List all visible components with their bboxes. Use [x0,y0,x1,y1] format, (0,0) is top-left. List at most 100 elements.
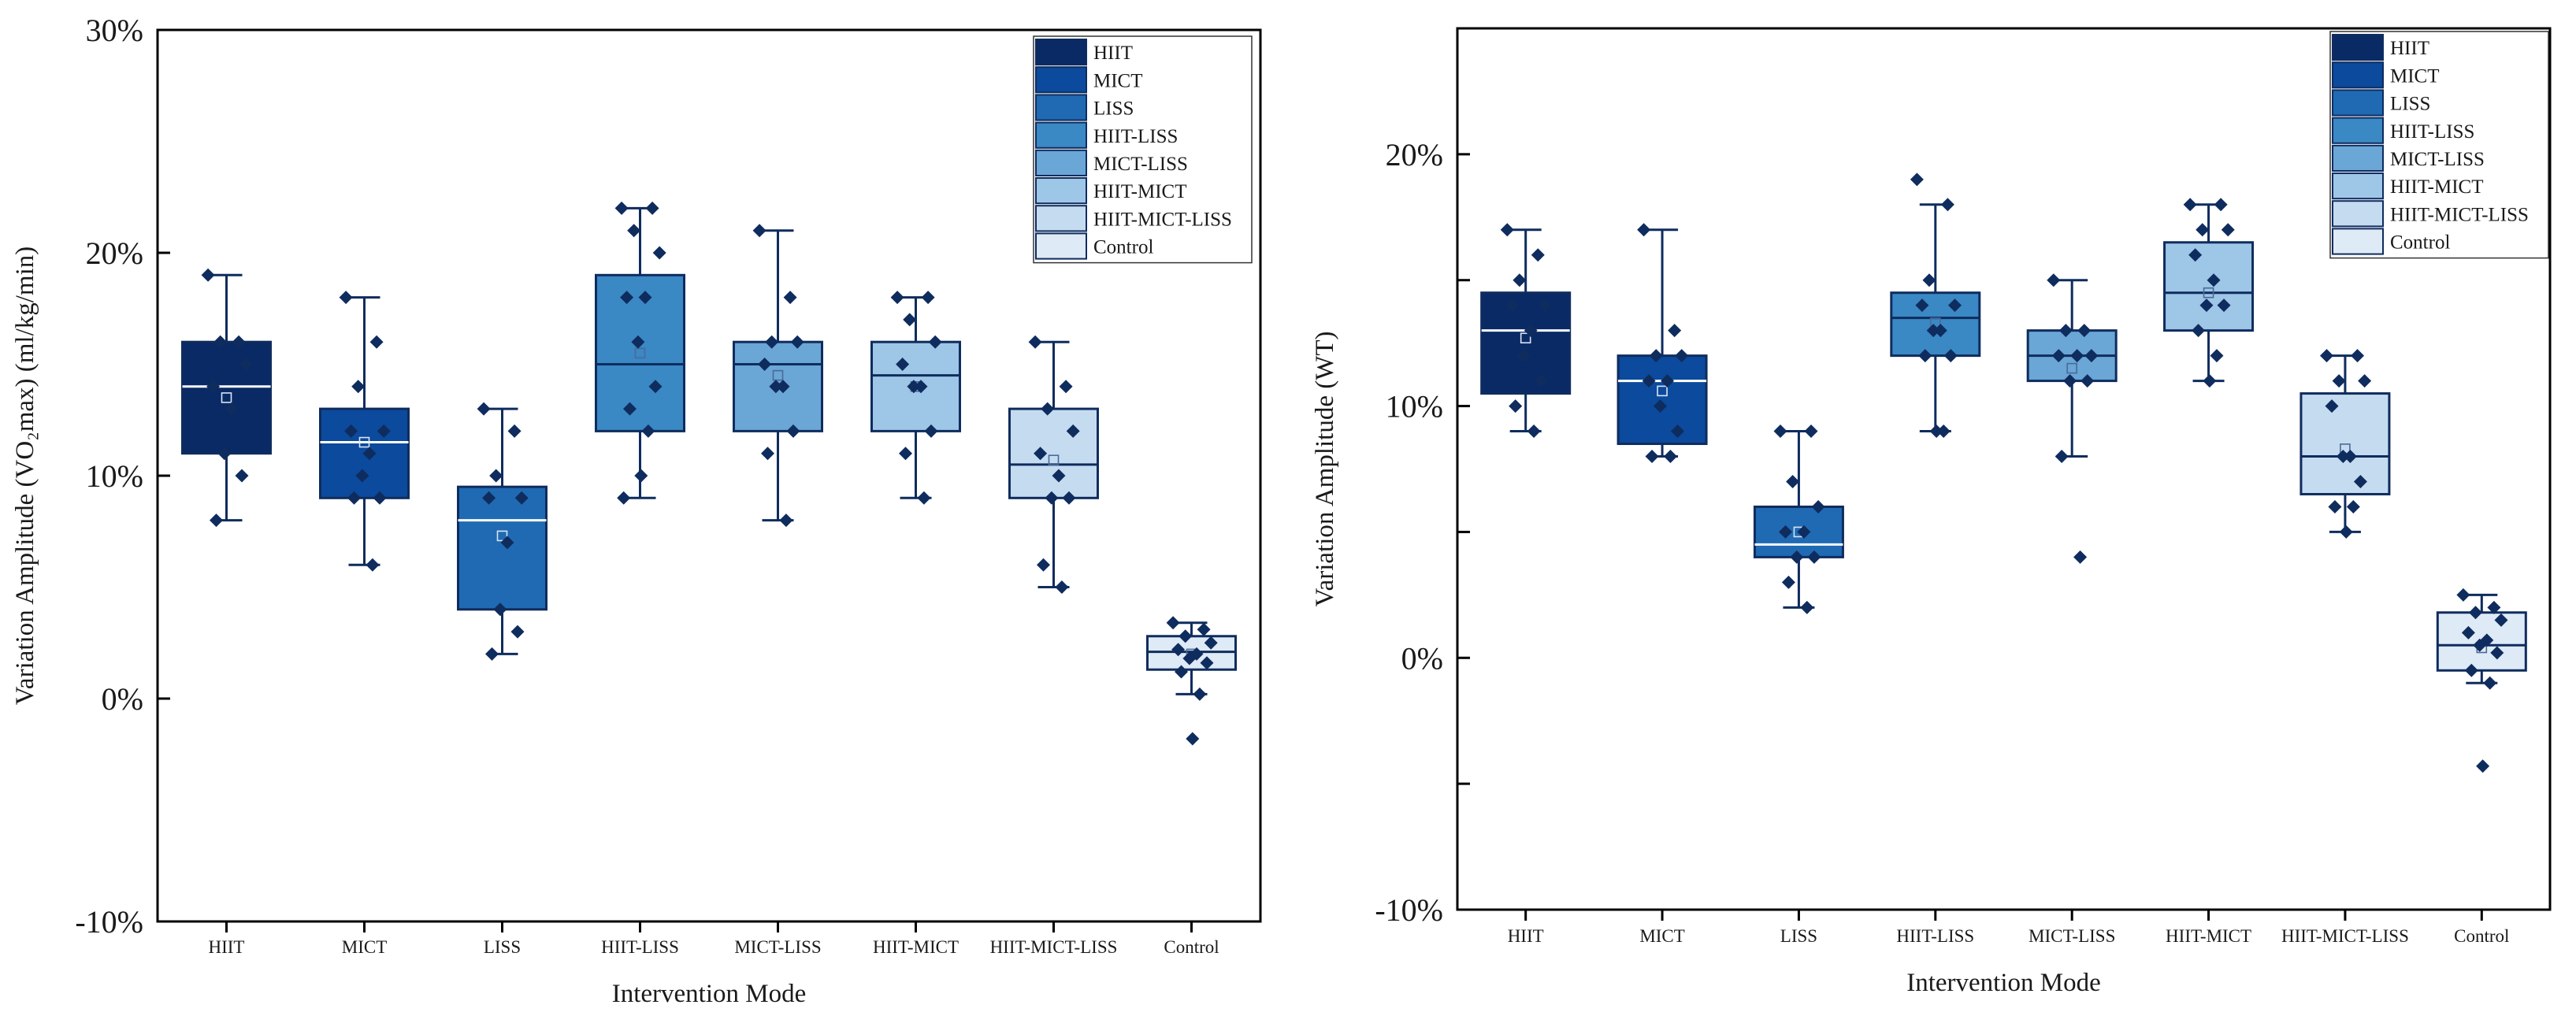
data-point [217,447,232,461]
legend-label: HIIT-MICT [2390,176,2484,198]
data-point [2358,374,2372,388]
data-point [2494,613,2508,627]
data-point [761,447,774,461]
data-point [790,335,804,349]
data-point [1940,198,1954,212]
data-point [362,447,377,461]
legend-swatch [2332,172,2384,200]
x-tick-label: MICT-LISS [734,937,821,957]
data-point [1538,298,1552,313]
data-point [377,424,391,438]
data-point [1773,425,1787,439]
box-liss [457,485,547,611]
data-point [1524,324,1538,338]
data-point [914,380,928,394]
data-point [2196,223,2210,237]
wt-box-chart: -10% 0% 10% 20% HIIT MICT LISS HIIT-LISS MICT-LI… [1311,27,2552,997]
data-point [2483,676,2497,690]
data-point [634,469,648,483]
data-point [1052,469,1066,483]
legend-label: LISS [1093,98,1134,120]
x-tick-label: HIIT-MICT-LISS [2281,926,2409,946]
x-tick-label: HIIT-MICT-LISS [990,937,1118,957]
data-point [1645,450,1659,464]
data-point [355,469,369,483]
data-point [1531,248,1545,262]
data-point [2332,374,2346,388]
data-point [899,447,912,461]
data-point [2192,324,2206,338]
data-point [1786,474,1800,488]
legend-label: HIIT-LISS [2390,121,2474,143]
legend-swatch [2332,61,2384,89]
data-point [620,291,634,305]
data-point [645,201,659,215]
data-point [614,201,629,215]
data-point [623,402,637,416]
data-point [1534,374,1548,388]
legend-swatch [2332,144,2384,172]
data-point [489,469,503,483]
data-point [2063,374,2077,388]
data-point [917,491,931,505]
y-tick-label: 10% [1386,389,1443,425]
legend-label: Control [2390,232,2450,254]
legend-swatch [1035,39,1087,66]
legend-label: HIIT [2390,38,2429,59]
legend-label: HIIT [1093,43,1133,64]
data-point [1790,550,1804,564]
legend-label: MICT [2390,65,2440,87]
data-point [1781,575,1795,589]
data-point [477,402,491,416]
data-point [2351,349,2365,363]
x-axis-label: Intervention Mode [612,980,807,1008]
data-point [2080,374,2095,388]
data-point [206,380,221,394]
legend-label: HIIT-MICT-LISS [2390,204,2529,225]
legend-label: HIIT-MICT-LISS [1093,209,1232,230]
box-mict [1616,354,1708,446]
data-point [2469,606,2483,620]
data-point [896,358,910,371]
legend-swatch [1035,149,1087,177]
data-point [2473,638,2487,652]
data-point [2320,349,2334,363]
data-point [2339,525,2353,539]
data-point [783,291,797,305]
data-point [1197,622,1211,636]
data-point [2070,349,2084,363]
data-point [779,514,793,528]
data-point [648,380,663,394]
data-point [1200,656,1214,670]
data-point [213,335,228,349]
data-point [2183,198,2197,212]
data-point [627,224,641,238]
x-tick-label: HIIT-MICT [2166,926,2251,946]
data-point [890,291,904,305]
data-point [239,358,253,371]
data-point [1915,298,1929,313]
box-hiit-mict [2163,241,2255,332]
data-point [2346,499,2360,514]
data-point [1922,273,1936,287]
mean-marker [1657,385,1668,397]
legend-swatch [2332,117,2384,144]
data-point [1637,223,1651,237]
data-point [235,469,249,483]
mean-marker [1520,332,1531,344]
y-tick-label: -10% [75,904,143,940]
data-point [1055,580,1069,594]
data-point [1175,665,1188,679]
x-axis-label: Intervention Mode [1906,969,2101,997]
mean-marker [2066,362,2077,374]
data-point [758,358,772,371]
data-point [2054,450,2069,464]
legend-label: HIIT-MICT [1093,181,1187,202]
data-point [1811,499,1825,514]
data-point [617,491,631,505]
data-point [1671,425,1685,439]
x-tick-label: HIIT-MICT [873,937,959,957]
data-point [1045,491,1059,505]
data-point [1910,172,1924,187]
